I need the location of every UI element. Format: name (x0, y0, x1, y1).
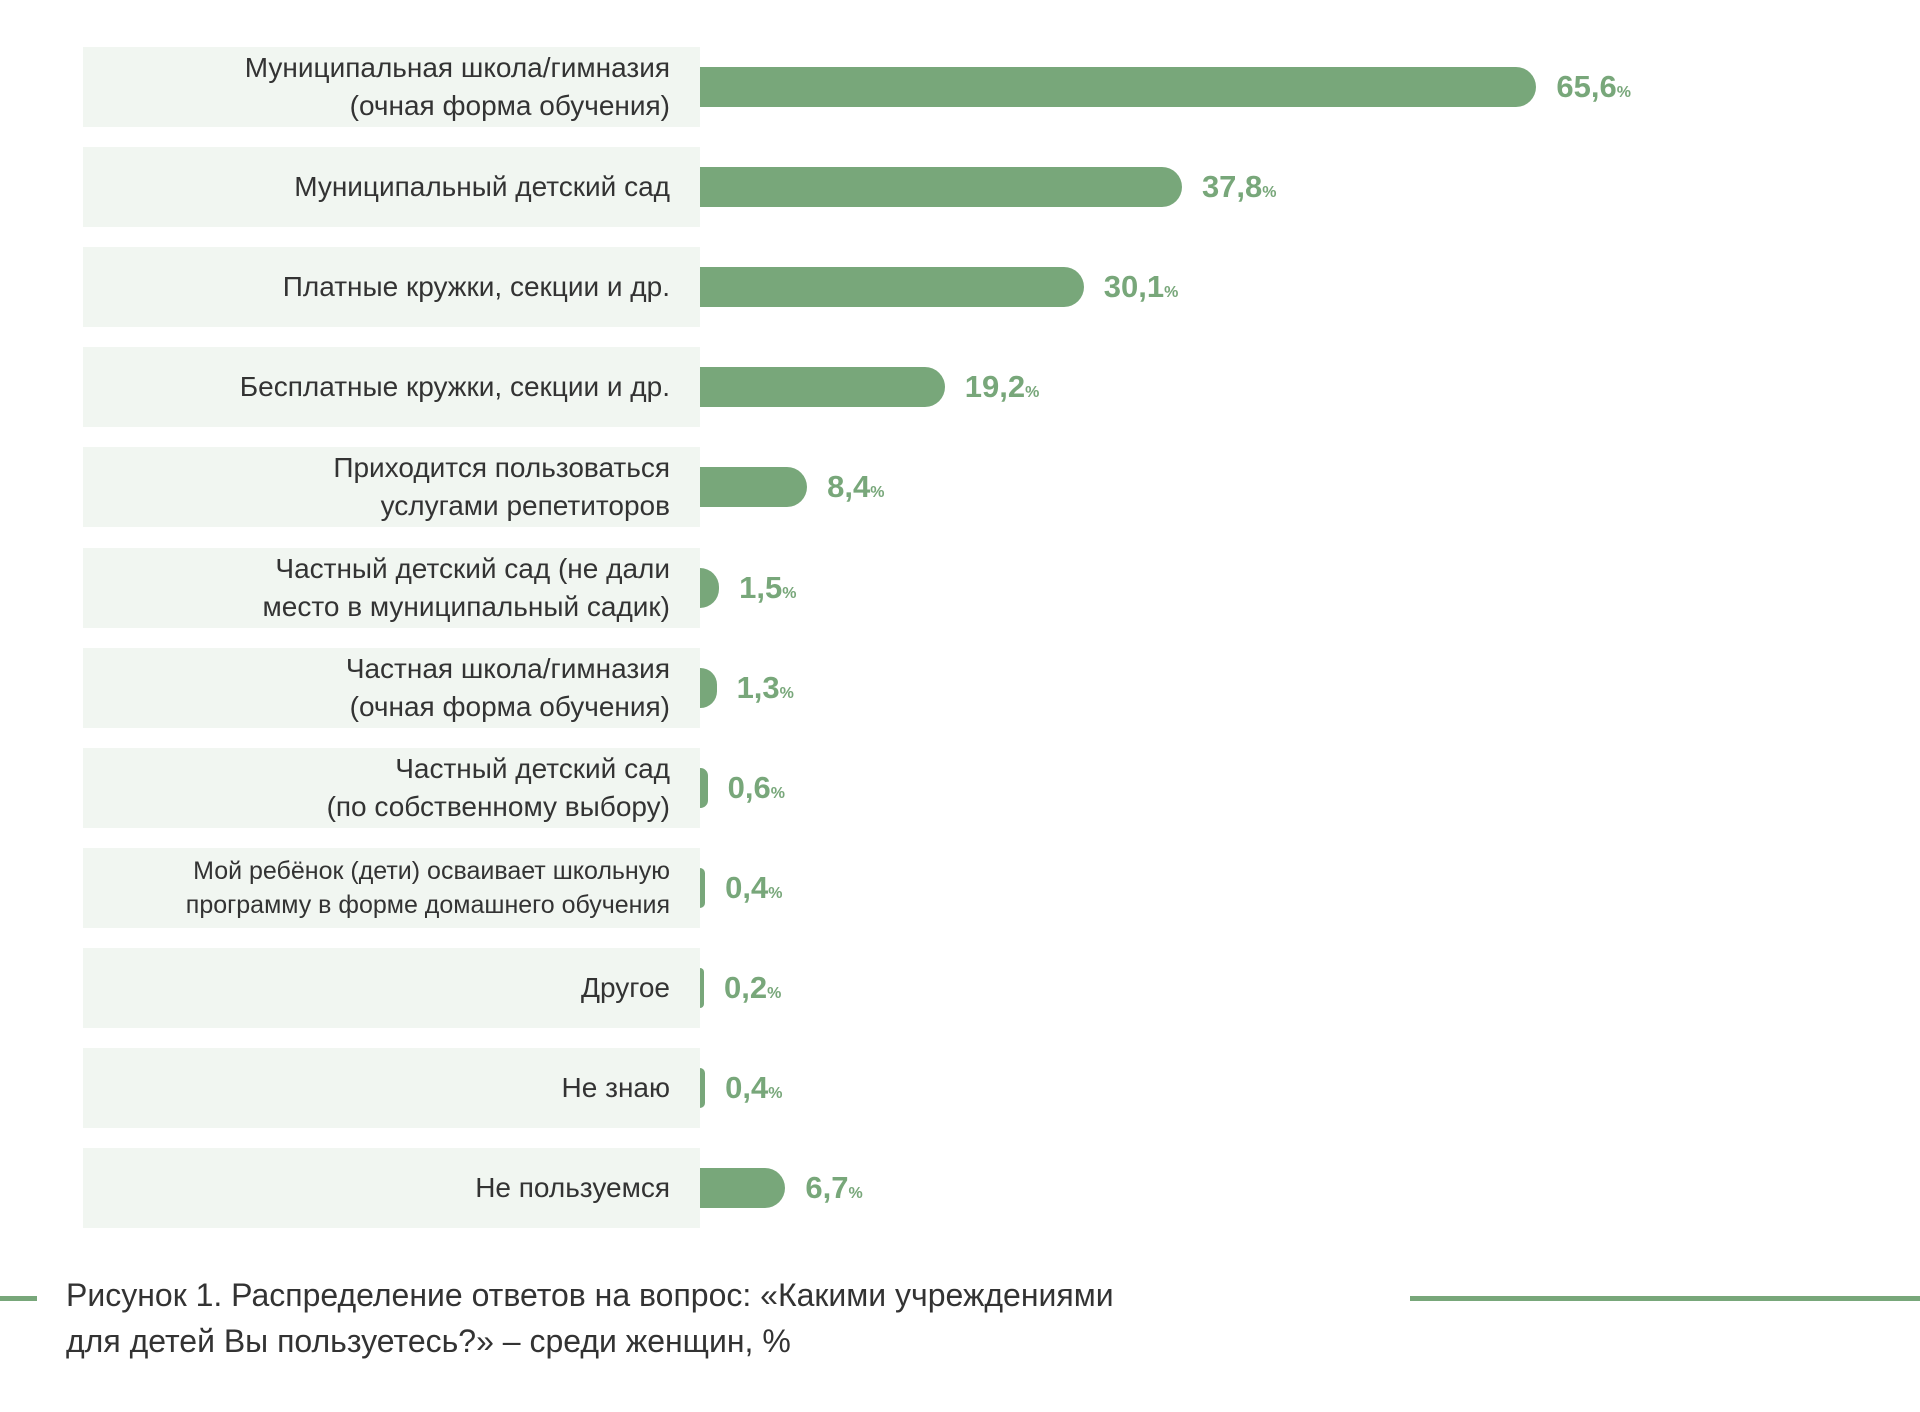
category-label-panel: Другое (83, 947, 700, 1028)
figure-caption: Рисунок 1. Распределение ответов на вопр… (66, 1277, 1114, 1359)
data-label-value: 0,4 (725, 1070, 769, 1105)
bar (700, 867, 706, 908)
data-label: 6,7% (805, 1168, 862, 1208)
category-label: Другое (581, 971, 670, 1003)
category-label-panel: Муниципальная школа/гимназия (очная форм… (83, 47, 700, 127)
category-label-panel: Частный детский сад (по собственному выб… (83, 747, 700, 828)
category-label-panel: Не знаю (83, 1048, 700, 1128)
bar-row: Бесплатные кружки, секции и др. 19,2% (83, 347, 1883, 428)
data-label-value: 6,7 (805, 1170, 849, 1206)
category-label-panel: Бесплатные кружки, секции и др. (83, 347, 700, 428)
data-label-value: 1,5 (739, 569, 783, 605)
caption-line-left (0, 1296, 37, 1301)
data-label-value: 0,6 (727, 769, 771, 805)
bar (700, 967, 704, 1008)
category-label: Мой ребёнок (дети) осваивает школьную пр… (185, 856, 670, 919)
data-label-unit: % (782, 584, 797, 602)
category-label: Не пользуемся (475, 1172, 670, 1204)
data-label-unit: % (768, 884, 783, 902)
bar (700, 767, 708, 808)
data-label-unit: % (770, 784, 785, 802)
category-label: Муниципальный детский сад (294, 171, 670, 203)
bar-row: Не знаю 0,4% (83, 1048, 1883, 1128)
bar (700, 1168, 786, 1209)
bar (700, 67, 1537, 107)
data-label-value: 0,2 (724, 969, 768, 1005)
category-label: Бесплатные кружки, секции и др. (239, 371, 670, 403)
category-label-panel: Частный детский сад (не дали место в мун… (83, 547, 700, 628)
data-label-unit: % (1025, 384, 1040, 402)
bar (700, 367, 945, 408)
category-label-panel: Платные кружки, секции и др. (83, 247, 700, 328)
data-label: 1,3% (737, 668, 794, 708)
bar (700, 267, 1084, 308)
category-label: Не знаю (561, 1072, 670, 1103)
data-label-value: 19,2 (964, 369, 1026, 405)
bar-row: Мой ребёнок (дети) осваивает школьную пр… (83, 847, 1883, 928)
data-label-value: 37,8 (1201, 169, 1263, 205)
bar (700, 167, 1182, 208)
category-label: Платные кружки, секции и др. (282, 271, 670, 303)
bar (700, 467, 808, 508)
data-label: 0,6% (728, 768, 785, 808)
category-label: Частный детский сад (не дали место в мун… (262, 552, 670, 622)
category-label: Муниципальная школа/гимназия (очная форм… (244, 52, 670, 121)
bar-row: Частная школа/гимназия (очная форма обуч… (83, 647, 1883, 728)
category-label-panel: Не пользуемся (83, 1148, 700, 1229)
data-label: 0,4% (725, 868, 782, 908)
data-label-unit: % (870, 484, 885, 502)
bar-row: Частный детский сад (не дали место в мун… (83, 547, 1883, 628)
data-label: 1,5% (739, 568, 796, 608)
data-label: 8,4% (827, 467, 884, 507)
bar-row: Муниципальный детский сад 37,8% (83, 147, 1883, 228)
category-label-panel: Мой ребёнок (дети) осваивает школьную пр… (83, 847, 700, 928)
data-label-unit: % (1262, 184, 1277, 202)
data-label-value: 65,6 (1556, 69, 1617, 104)
category-label: Частный детский сад (по собственному выб… (326, 752, 670, 822)
data-label-unit: % (1616, 84, 1631, 101)
data-label: 37,8% (1202, 167, 1277, 207)
bar-row: Приходится пользоваться услугами репетит… (83, 447, 1883, 528)
data-label-unit: % (767, 984, 782, 1002)
bar-row: Другое 0,2% (83, 947, 1883, 1028)
data-label-unit: % (779, 684, 794, 702)
category-label-panel: Муниципальный детский сад (83, 147, 700, 228)
bar-row: Муниципальная школа/гимназия (очная форм… (83, 47, 1883, 127)
data-label: 65,6% (1556, 67, 1631, 107)
data-label: 19,2% (965, 367, 1040, 407)
data-label-unit: % (768, 1085, 783, 1102)
data-label: 0,4% (725, 1068, 782, 1108)
bar-chart: Муниципальная школа/гимназия (очная форм… (83, 47, 1883, 1229)
bar (700, 667, 717, 708)
data-label-unit: % (1164, 284, 1179, 302)
category-label-panel: Приходится пользоваться услугами репетит… (83, 447, 700, 528)
data-label: 0,2% (724, 968, 781, 1008)
data-label-value: 30,1 (1103, 269, 1165, 305)
bar-row: Платные кружки, секции и др. 30,1% (83, 247, 1883, 328)
bar-row: Не пользуемся 6,7% (83, 1148, 1883, 1229)
bar (700, 567, 720, 608)
data-label-value: 8,4 (827, 469, 871, 505)
category-label-panel: Частная школа/гимназия (очная форма обуч… (83, 647, 700, 728)
category-label: Приходится пользоваться услугами репетит… (333, 452, 670, 522)
data-label-value: 0,4 (725, 869, 769, 905)
bar-row: Частный детский сад (по собственному выб… (83, 747, 1883, 828)
data-label-value: 1,3 (736, 669, 780, 705)
data-label: 30,1% (1104, 267, 1179, 307)
caption-line-right (1410, 1296, 1920, 1301)
data-label-unit: % (848, 1185, 863, 1203)
category-label: Частная школа/гимназия (очная форма обуч… (345, 652, 670, 722)
bar (700, 1068, 706, 1108)
